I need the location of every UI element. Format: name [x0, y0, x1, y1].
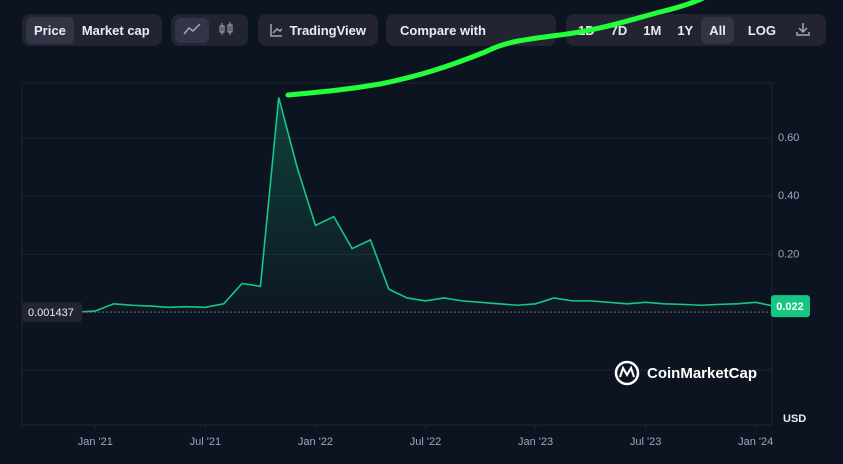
tv-icon	[270, 24, 282, 37]
chart-style	[171, 14, 248, 46]
price-line	[76, 97, 775, 313]
x-tick-label: Jan '24	[738, 436, 773, 448]
tradingview: TradingView	[258, 14, 378, 46]
annotation-stroke	[285, 0, 705, 98]
log-button[interactable]: LOG	[747, 22, 777, 38]
start-price-label: 0.001437	[28, 307, 74, 319]
range-toggle: 1D 7D 1M 1Y All LOG	[566, 14, 826, 46]
range-1m[interactable]: 1M	[643, 22, 662, 38]
x-tick-label: Jan '21	[78, 436, 113, 448]
x-tick-label: Jul '21	[190, 436, 221, 448]
area	[77, 97, 774, 313]
compare-button[interactable]: Compare with	[400, 22, 486, 38]
y-tick-label: 0.20	[778, 248, 799, 260]
tradingview-button[interactable]: TradingView	[289, 22, 366, 38]
candle-icon	[219, 21, 233, 35]
x-tick-label: Jan '23	[518, 436, 553, 448]
line-style-button[interactable]	[175, 17, 209, 43]
last-price-badge	[771, 295, 810, 318]
y-tick-label: 0.60	[778, 132, 799, 144]
last-price-label: 0.022	[776, 301, 804, 313]
watermark-text: CoinMarketCap	[647, 365, 757, 382]
start-price-badge	[22, 302, 82, 323]
logo	[614, 360, 640, 386]
candle-style-button[interactable]	[209, 18, 243, 43]
range-all[interactable]: All	[701, 16, 734, 44]
x-tick-label: Jul '23	[630, 436, 661, 448]
download-button[interactable]	[788, 16, 818, 45]
line-icon	[183, 22, 201, 34]
x-tick-label: Jul '22	[410, 436, 441, 448]
watermark: CoinMarketCap	[614, 360, 757, 386]
x-tick-label: Jan '22	[298, 436, 333, 448]
view-toggle: Price Market cap	[22, 14, 162, 46]
range-1y[interactable]: 1Y	[677, 22, 694, 38]
currency-label: USD	[783, 413, 806, 425]
logo-mark	[619, 365, 635, 378]
price-button[interactable]: Price	[26, 16, 74, 44]
plot: 0.20 0.40 0.60 Jan '21 Jul '21 Jan '22 Jul '22…	[22, 97, 810, 448]
y-tick-label: 0.40	[778, 190, 799, 202]
download-icon	[796, 22, 810, 36]
market-cap-button[interactable]: Market cap	[81, 22, 150, 38]
